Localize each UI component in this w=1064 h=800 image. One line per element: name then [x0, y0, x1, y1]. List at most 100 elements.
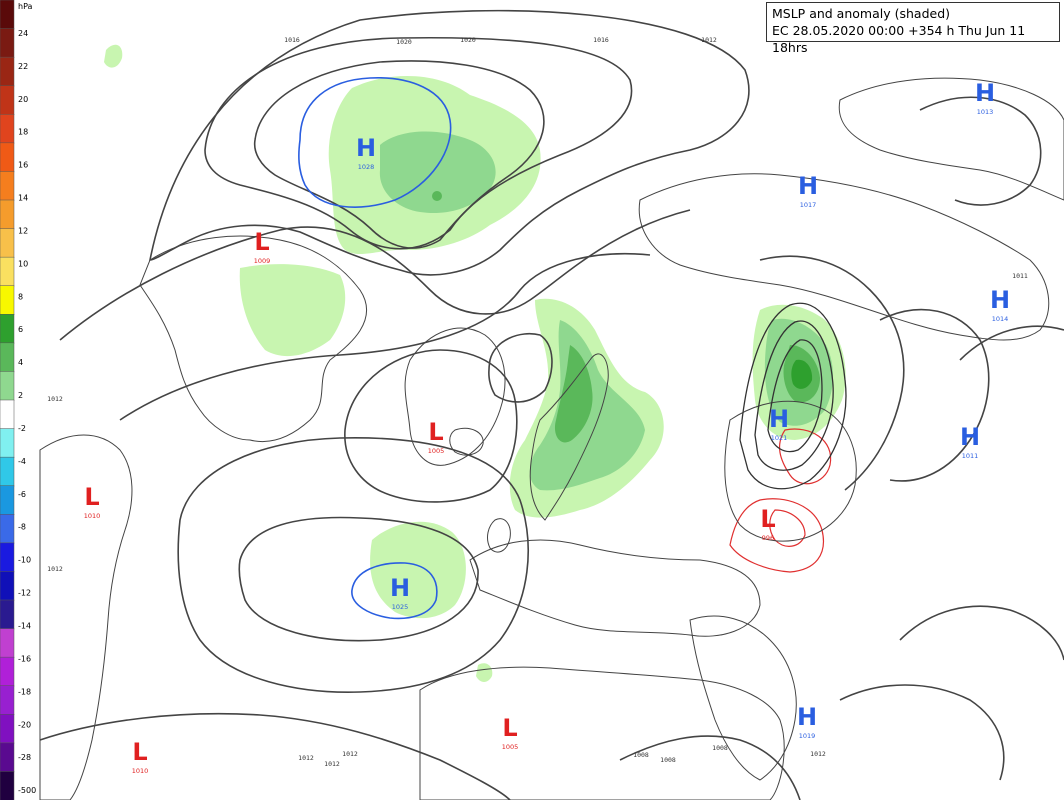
colorbar-label: -14 — [18, 622, 31, 631]
colorbar-cell — [0, 628, 15, 658]
colorbar-label: -16 — [18, 654, 31, 663]
colorbar-cell — [0, 56, 15, 87]
coast-east-asia — [838, 77, 1064, 201]
colorbar-label: -4 — [18, 457, 26, 466]
isobar-6 — [344, 349, 518, 503]
isobar-4 — [238, 516, 479, 642]
pressure-center-value: 1010 — [132, 767, 149, 775]
coast-scandinavia — [529, 353, 609, 521]
isobar-17 — [839, 684, 1005, 781]
pressure-center-value: 1005 — [428, 447, 445, 455]
colorbar-cell — [0, 514, 15, 544]
isobar-15 — [959, 325, 1064, 361]
pressure-center-symbol: H — [960, 423, 980, 451]
high-contour-north — [298, 77, 452, 208]
isobar-label: 1012 — [298, 754, 314, 762]
pressure-center-value: 1013 — [977, 108, 994, 116]
pressure-center-symbol: H — [798, 172, 818, 200]
colorbar-cell — [0, 314, 15, 344]
colorbar-cell — [0, 599, 15, 630]
colorbar-label: -500 — [18, 786, 36, 795]
anomaly-plus2-area-atl — [370, 521, 466, 619]
pressure-center-value: 1021 — [771, 434, 788, 442]
isobar-label: 1011 — [1012, 272, 1028, 280]
siberia-isobar-2 — [754, 320, 834, 471]
colorbar-label: 20 — [18, 95, 28, 104]
colorbar-label: -28 — [18, 753, 31, 762]
colorbar-cell — [0, 171, 15, 201]
anomaly-plus8-area-sib — [791, 359, 813, 389]
colorbar-label: -12 — [18, 589, 31, 598]
colorbar-cell — [0, 714, 15, 744]
isobar-3 — [149, 9, 750, 276]
pressure-center-symbol: L — [254, 228, 269, 256]
pressure-center-symbol: H — [356, 134, 376, 162]
isobar-label: 1020 — [396, 38, 412, 46]
isobar-12 — [759, 255, 905, 491]
pressure-center-symbol: L — [428, 418, 443, 446]
colorbar-cell — [0, 28, 15, 58]
high-contour-atlantic — [351, 562, 438, 620]
colorbar-label: -18 — [18, 687, 31, 696]
colorbar-label: 24 — [18, 29, 28, 38]
anomaly-plus2-area-small — [104, 44, 123, 68]
coast-greenland — [404, 327, 506, 466]
colorbar-cell — [0, 656, 15, 687]
colorbar-label: 8 — [18, 292, 23, 301]
colorbar-label: 2 — [18, 391, 23, 400]
pressure-center-value: 1009 — [254, 257, 271, 265]
coast-asia-north — [638, 173, 1050, 341]
colorbar-cell — [0, 371, 15, 401]
colorbar-label: -2 — [18, 424, 26, 433]
colorbar-cell — [0, 399, 15, 430]
coast-iceland — [449, 427, 484, 456]
coast-middle-east — [689, 615, 797, 781]
siberia-isobar-3 — [767, 339, 823, 453]
pressure-center-value: 1025 — [392, 603, 409, 611]
isobar-label: 1012 — [47, 395, 63, 403]
anomaly-plus2-area-na — [239, 264, 346, 357]
colorbar-cell — [0, 456, 15, 487]
colorbar-cell — [0, 199, 15, 230]
colorbar-label: 14 — [18, 194, 28, 203]
colorbar-cell — [0, 342, 15, 373]
colorbar-cell — [0, 771, 15, 800]
pressure-center-symbol: H — [975, 79, 995, 107]
colorbar-cell — [0, 0, 15, 30]
coast-uk — [487, 518, 511, 553]
colorbar-label: 10 — [18, 259, 28, 268]
isobar-label: 1012 — [324, 760, 340, 768]
colorbar-label: 12 — [18, 226, 28, 235]
coast-europe — [469, 539, 761, 637]
high-contours — [298, 77, 452, 620]
colorbar-cell — [0, 85, 15, 116]
isobar-label: 1008 — [712, 744, 728, 752]
isobar-9 — [59, 209, 691, 341]
isobar-13 — [879, 308, 990, 482]
isobar-label: 1012 — [342, 750, 358, 758]
neg-anomaly-contour-2 — [729, 498, 824, 573]
pressure-center-value: 1028 — [358, 163, 375, 171]
pressure-center-value: 1019 — [799, 732, 816, 740]
isobar-label: 1020 — [460, 36, 476, 44]
isobar-16 — [899, 605, 1064, 661]
pressure-center-symbol: H — [797, 703, 817, 731]
colorbar-cell — [0, 742, 15, 773]
coast-africa — [419, 666, 785, 800]
colorbar-cell — [0, 256, 15, 287]
colorbar-cell — [0, 142, 15, 173]
colorbar-unit: hPa — [18, 2, 33, 11]
siberia-isobar-1 — [739, 302, 847, 490]
colorbar-label: 16 — [18, 161, 28, 170]
isobar-label: 1008 — [660, 756, 676, 764]
isobar-14 — [919, 96, 1042, 206]
colorbar-cell — [0, 571, 15, 601]
negative-anomaly-contours — [729, 428, 832, 573]
isobar-10 — [39, 712, 511, 800]
colorbar-cell — [0, 542, 15, 573]
colorbar-label: 22 — [18, 62, 28, 71]
colorbar-cell — [0, 114, 15, 144]
pressure-center-value: 1005 — [502, 743, 519, 751]
siberia-isobars — [739, 302, 847, 490]
